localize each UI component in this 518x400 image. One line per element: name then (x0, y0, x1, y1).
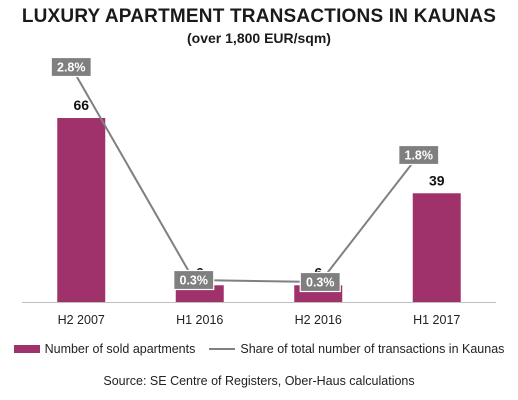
x-tick-label-1: H2 2007 (58, 313, 105, 327)
line-series-path (70, 66, 420, 284)
x-tick-label-2: H1 2016 (176, 313, 223, 327)
line-value-label-4: 1.8% (405, 149, 434, 163)
x-tick-label-3: H2 2016 (295, 313, 342, 327)
line-label-box-2 (173, 269, 215, 291)
x-tick-label-4: H1 2017 (413, 313, 460, 327)
legend-label-line-series: Share of total number of transactions in… (240, 342, 505, 356)
chart-source-note: Source: SE Centre of Registers, Ober-Hau… (103, 374, 415, 388)
legend-label-bar-series: Number of sold apartments (44, 342, 196, 356)
bar-value-label-4: 39 (429, 172, 445, 188)
chart-subtitle: (over 1,800 EUR/sqm) (187, 30, 331, 46)
chart-title: LUXURY APARTMENT TRANSACTIONS IN KAUNAS (21, 6, 497, 27)
line-label-box-4 (398, 144, 440, 166)
bar-value-label-1: 66 (73, 97, 89, 113)
line-label-box-3 (299, 271, 341, 293)
chart-legend: Number of sold apartments Share of total… (0, 342, 518, 356)
bar-1 (57, 118, 106, 302)
legend-item-bar-series: Number of sold apartments (13, 342, 196, 356)
bar-4 (412, 193, 461, 302)
line-value-label-2: 0.3% (180, 274, 209, 288)
legend-swatch-line (209, 348, 236, 350)
line-value-label-3: 0.3% (306, 276, 335, 290)
line-label-box-1 (50, 56, 92, 78)
line-value-label-1: 2.8% (57, 61, 86, 75)
legend-swatch-bar (13, 345, 40, 353)
legend-item-line-series: Share of total number of transactions in… (209, 342, 504, 356)
